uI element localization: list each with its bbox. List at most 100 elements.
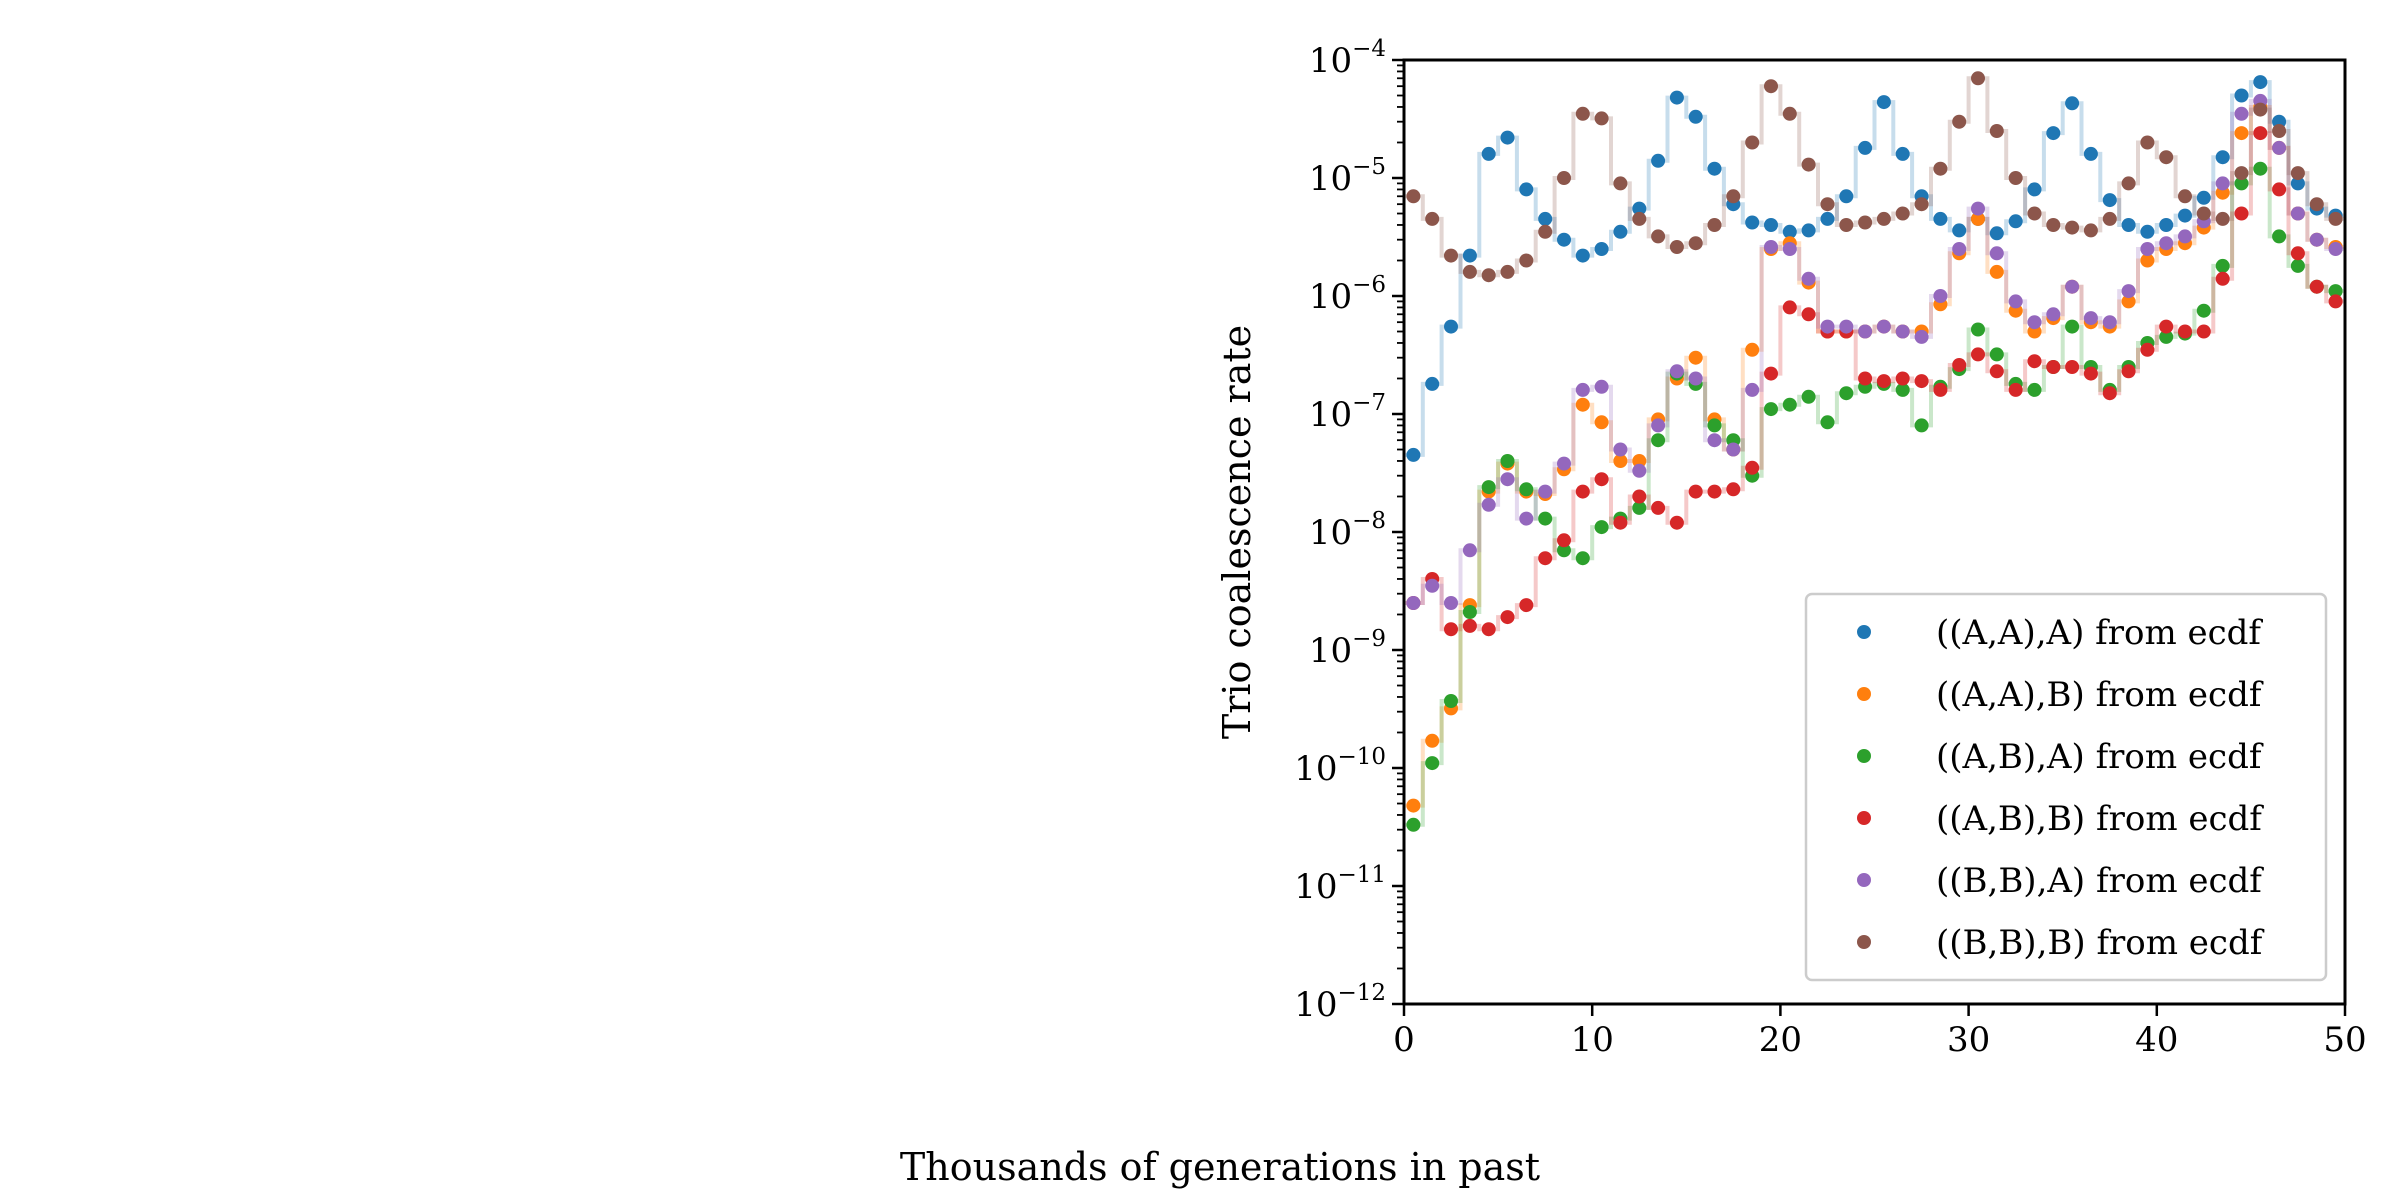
data-point <box>2083 223 2098 238</box>
data-point <box>1914 418 1929 433</box>
data-point <box>1500 610 1515 625</box>
data-point <box>2196 206 2211 221</box>
data-point <box>2121 294 2136 309</box>
data-point <box>1933 289 1948 303</box>
data-point <box>1820 197 1835 212</box>
data-point <box>1764 218 1778 232</box>
data-point <box>1669 90 1684 105</box>
data-point <box>1500 130 1515 145</box>
data-point <box>1989 347 2004 362</box>
data-point <box>1557 543 1571 558</box>
data-point <box>1952 223 1967 238</box>
data-point <box>2083 311 2098 326</box>
x-tick-label: 20 <box>1759 1020 1802 1060</box>
data-point <box>2046 360 2061 374</box>
data-point <box>1933 382 1948 397</box>
data-point <box>1782 397 1797 412</box>
data-point <box>2253 126 2268 141</box>
data-point <box>1952 358 1967 372</box>
data-point <box>2159 236 2174 251</box>
data-point <box>1782 224 1797 239</box>
data-point <box>1895 324 1910 339</box>
legend-marker <box>1857 873 1871 887</box>
x-tick-label: 0 <box>1393 1020 1415 1060</box>
data-point <box>1764 240 1778 254</box>
data-point <box>1651 153 1666 168</box>
data-point <box>2309 197 2324 212</box>
data-point <box>1782 300 1797 315</box>
legend-item: ((B,B),B) from ecdf <box>1857 923 2265 963</box>
data-point <box>1406 189 1421 204</box>
data-point <box>1782 106 1797 121</box>
data-point <box>1425 733 1440 748</box>
data-point <box>2290 166 2305 181</box>
data-point <box>2140 253 2155 268</box>
data-point <box>2159 218 2174 232</box>
data-point <box>1575 397 1590 412</box>
data-point <box>1745 342 1760 357</box>
data-point <box>1688 350 1703 365</box>
y-tick-label: 10−8 <box>1309 508 1386 553</box>
data-point <box>1462 618 1477 633</box>
data-point <box>1538 551 1553 566</box>
data-point <box>1989 246 2004 261</box>
legend-marker <box>1857 749 1871 763</box>
data-point <box>1500 264 1515 279</box>
data-point <box>1952 114 1967 129</box>
data-point <box>1538 511 1553 526</box>
data-point <box>1688 371 1703 386</box>
data-point <box>2234 206 2249 221</box>
data-point <box>1613 454 1628 468</box>
data-point <box>2178 189 2192 204</box>
data-point <box>2121 364 2136 379</box>
data-point <box>1952 242 1967 256</box>
legend-item: ((B,B),A) from ecdf <box>1857 861 2264 901</box>
data-point <box>1594 472 1609 487</box>
legend-item: ((A,B),A) from ecdf <box>1857 737 2264 777</box>
data-point <box>2272 140 2287 155</box>
data-point <box>2140 242 2155 256</box>
data-point <box>2027 206 2042 221</box>
data-point <box>1444 319 1458 334</box>
data-point <box>2290 246 2305 261</box>
data-point <box>1632 500 1647 515</box>
y-tick-label: 10−5 <box>1309 154 1386 199</box>
data-point <box>1688 109 1703 124</box>
data-point <box>1782 242 1797 256</box>
data-point <box>1651 418 1666 433</box>
data-point <box>2253 161 2268 176</box>
x-tick-label: 10 <box>1571 1020 1614 1060</box>
data-point <box>2102 211 2117 226</box>
data-point <box>2215 176 2230 191</box>
data-point <box>1632 201 1647 216</box>
data-point <box>1500 472 1515 487</box>
data-point <box>1462 248 1477 263</box>
data-point <box>1933 211 1948 226</box>
data-point <box>1425 756 1440 771</box>
legend-label: ((A,B),A) from ecdf <box>1936 737 2264 777</box>
scatter-points-layer <box>1406 71 2343 832</box>
data-point <box>1688 484 1703 499</box>
y-tick-label: 10−10 <box>1294 744 1386 789</box>
y-tick-label: 10−12 <box>1294 980 1386 1025</box>
data-point <box>2027 354 2042 369</box>
data-point <box>1500 454 1515 468</box>
data-point <box>1462 605 1477 619</box>
data-point <box>2065 360 2080 374</box>
data-point <box>1613 442 1628 457</box>
data-point <box>1594 242 1609 256</box>
data-point <box>1801 157 1816 172</box>
data-point <box>1613 224 1628 239</box>
data-point <box>1632 211 1647 226</box>
series-1-step-line <box>1404 80 2345 457</box>
legend-label: ((B,B),B) from ecdf <box>1936 923 2265 963</box>
data-point <box>2102 315 2117 330</box>
data-point <box>2272 229 2287 244</box>
data-point <box>1481 480 1496 495</box>
data-point <box>2046 126 2061 141</box>
legend-marker <box>1857 811 1871 825</box>
data-point <box>1575 382 1590 397</box>
data-point <box>2159 329 2174 344</box>
data-point <box>2027 315 2042 330</box>
